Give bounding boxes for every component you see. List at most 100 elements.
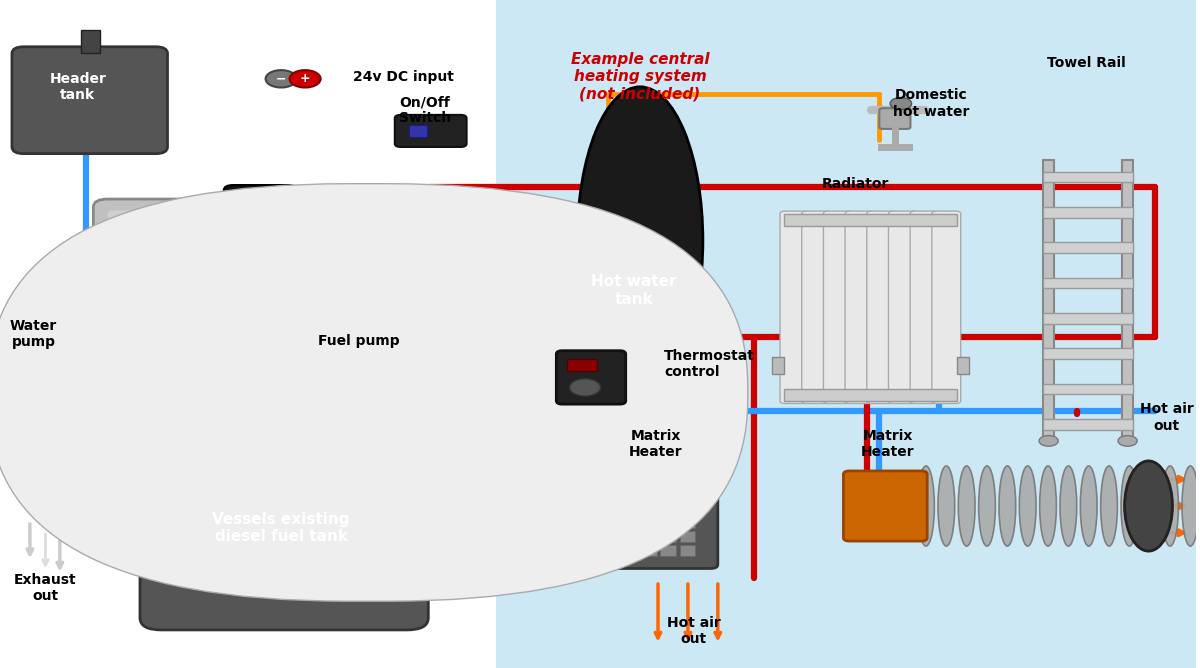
Text: 24v DC input: 24v DC input: [353, 70, 454, 84]
Bar: [568, 359, 596, 371]
Text: Example central
heating system
(not included): Example central heating system (not incl…: [571, 52, 709, 102]
Bar: [1043, 419, 1133, 430]
Ellipse shape: [127, 448, 160, 474]
Bar: [1043, 278, 1133, 289]
Bar: [679, 517, 695, 528]
Bar: [772, 357, 784, 374]
Ellipse shape: [959, 466, 976, 546]
FancyBboxPatch shape: [866, 211, 895, 403]
Bar: [622, 517, 637, 528]
Bar: [144, 401, 180, 428]
Bar: [1122, 160, 1133, 441]
FancyBboxPatch shape: [844, 471, 928, 541]
Text: Vessels existing
diesel fuel tank: Vessels existing diesel fuel tank: [212, 512, 350, 544]
Circle shape: [263, 277, 371, 337]
Bar: [1043, 313, 1133, 323]
Ellipse shape: [1100, 466, 1117, 546]
FancyBboxPatch shape: [108, 210, 215, 411]
Ellipse shape: [1080, 466, 1097, 546]
Circle shape: [32, 352, 76, 376]
Ellipse shape: [118, 456, 150, 482]
Bar: [227, 401, 263, 428]
Ellipse shape: [998, 466, 1015, 546]
Ellipse shape: [1162, 466, 1178, 546]
FancyBboxPatch shape: [823, 211, 852, 403]
FancyBboxPatch shape: [910, 211, 940, 403]
FancyBboxPatch shape: [584, 484, 718, 568]
Bar: [1043, 172, 1133, 182]
Ellipse shape: [1141, 466, 1158, 546]
Circle shape: [1118, 436, 1138, 446]
Text: Radiator: Radiator: [822, 177, 889, 190]
Circle shape: [890, 98, 912, 110]
FancyBboxPatch shape: [94, 199, 325, 422]
Circle shape: [14, 342, 94, 386]
Bar: [660, 531, 676, 542]
Bar: [784, 389, 958, 401]
Ellipse shape: [1019, 466, 1036, 546]
Bar: [1043, 242, 1133, 253]
Bar: [958, 357, 970, 374]
Bar: [407, 401, 443, 428]
Ellipse shape: [1060, 466, 1076, 546]
FancyBboxPatch shape: [395, 115, 467, 147]
Bar: [323, 401, 359, 428]
Bar: [622, 503, 637, 514]
Circle shape: [337, 462, 356, 473]
FancyBboxPatch shape: [557, 351, 625, 404]
Bar: [641, 517, 656, 528]
Text: Hot water
tank: Hot water tank: [592, 275, 677, 307]
Bar: [1043, 160, 1054, 441]
Bar: [641, 503, 656, 514]
Ellipse shape: [175, 408, 208, 434]
Text: +: +: [300, 72, 311, 86]
FancyBboxPatch shape: [845, 211, 874, 403]
Bar: [1043, 348, 1133, 359]
Text: Hot air
out: Hot air out: [667, 616, 721, 647]
FancyBboxPatch shape: [335, 361, 401, 434]
Bar: [497, 0, 1196, 668]
Ellipse shape: [146, 432, 179, 458]
Bar: [1043, 383, 1133, 394]
Bar: [641, 545, 656, 556]
FancyBboxPatch shape: [802, 211, 830, 403]
Ellipse shape: [89, 480, 121, 506]
Ellipse shape: [1121, 466, 1138, 546]
Text: Exhaust
out: Exhaust out: [14, 572, 77, 603]
FancyBboxPatch shape: [12, 47, 168, 154]
Bar: [1043, 207, 1133, 218]
Text: On/Off
Switch: On/Off Switch: [398, 95, 451, 126]
Bar: [94, 359, 112, 369]
FancyBboxPatch shape: [932, 211, 961, 403]
Bar: [679, 531, 695, 542]
Ellipse shape: [1039, 466, 1056, 546]
Circle shape: [570, 379, 600, 396]
Text: −: −: [276, 72, 287, 86]
FancyBboxPatch shape: [223, 185, 296, 232]
Circle shape: [239, 264, 395, 351]
Bar: [602, 517, 618, 528]
Bar: [784, 214, 958, 226]
FancyBboxPatch shape: [140, 456, 428, 630]
Bar: [641, 531, 656, 542]
Ellipse shape: [979, 466, 995, 546]
Ellipse shape: [137, 440, 169, 466]
Ellipse shape: [108, 464, 140, 490]
Ellipse shape: [156, 424, 188, 450]
Bar: [0, 0, 497, 668]
Text: Matrix
Heater: Matrix Heater: [629, 429, 683, 460]
Bar: [0, 357, 18, 371]
Ellipse shape: [98, 472, 131, 498]
Bar: [622, 545, 637, 556]
Text: Hot air
out: Hot air out: [1140, 402, 1193, 433]
Text: Domestic
hot water: Domestic hot water: [893, 88, 968, 119]
Bar: [82, 30, 101, 53]
Bar: [679, 545, 695, 556]
Bar: [660, 503, 676, 514]
Bar: [679, 503, 695, 514]
Circle shape: [1039, 436, 1058, 446]
Bar: [660, 517, 676, 528]
Ellipse shape: [577, 87, 703, 394]
FancyBboxPatch shape: [0, 184, 748, 601]
Ellipse shape: [1124, 461, 1172, 551]
